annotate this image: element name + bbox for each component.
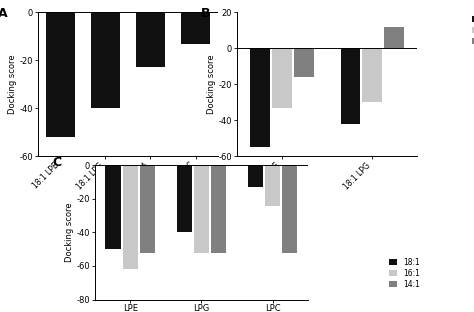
Bar — [272, 48, 292, 108]
Bar — [340, 48, 360, 124]
Bar — [91, 12, 120, 108]
Legend: WT, D30N, K120C: WT, D30N, K120C — [471, 13, 474, 47]
Y-axis label: Docking score: Docking score — [207, 54, 216, 114]
Y-axis label: Docking score: Docking score — [8, 54, 17, 114]
Bar — [181, 12, 210, 44]
Bar — [247, 165, 264, 187]
Bar — [136, 12, 165, 67]
Bar — [210, 165, 227, 253]
Bar — [282, 165, 298, 253]
Text: A: A — [0, 7, 8, 20]
Bar — [193, 165, 210, 253]
Bar — [122, 165, 138, 269]
Bar — [384, 27, 404, 48]
Bar — [105, 165, 121, 249]
Bar — [176, 165, 192, 232]
Y-axis label: Docking score: Docking score — [64, 202, 73, 262]
Bar — [46, 12, 75, 137]
Bar — [139, 165, 155, 253]
Bar — [362, 48, 382, 102]
Bar — [264, 165, 281, 206]
Text: C: C — [52, 156, 61, 169]
Text: B: B — [201, 7, 210, 20]
Bar — [294, 48, 314, 77]
Legend: 18:1, 16:1, 14:1: 18:1, 16:1, 14:1 — [388, 256, 421, 290]
Bar — [250, 48, 270, 147]
